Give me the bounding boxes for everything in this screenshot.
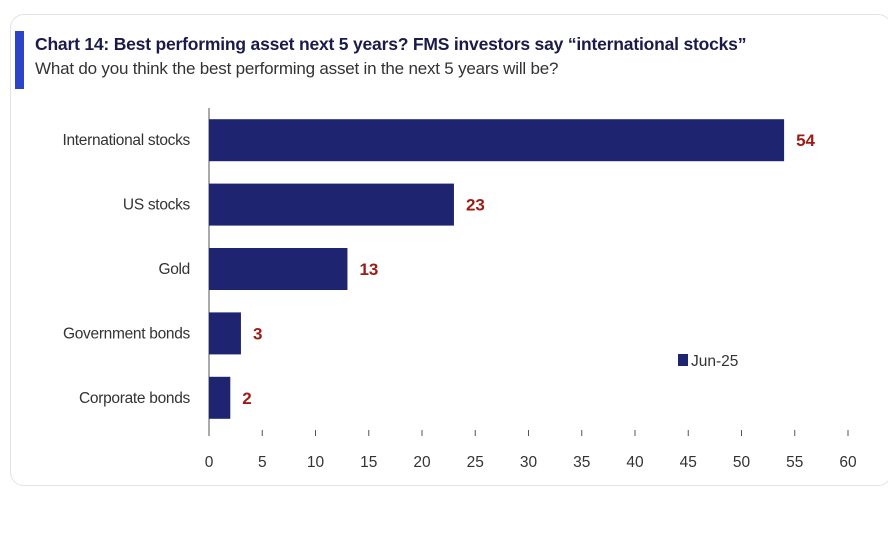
data-label-0: 54: [796, 131, 815, 150]
title-accent-bar: [15, 31, 24, 89]
category-label-2: Gold: [158, 261, 190, 278]
data-label-3: 3: [253, 324, 262, 343]
x-tick-label-10: 50: [733, 454, 751, 471]
x-tick-label-2: 10: [307, 454, 325, 471]
x-tick-label-0: 0: [205, 454, 214, 471]
bar-1: [209, 183, 454, 226]
data-label-4: 2: [242, 389, 251, 408]
x-tick-label-6: 30: [520, 454, 538, 471]
x-tick-label-7: 35: [573, 454, 590, 471]
category-label-1: US stocks: [123, 197, 191, 214]
x-tick-label-8: 40: [626, 454, 644, 471]
x-tick-label-5: 25: [467, 454, 484, 471]
data-label-1: 23: [466, 196, 485, 215]
chart-card: [10, 14, 888, 486]
data-label-2: 13: [359, 260, 378, 279]
category-label-4: Corporate bonds: [79, 390, 191, 407]
bar-3: [209, 312, 241, 355]
x-tick-label-12: 60: [839, 454, 857, 471]
bar-0: [209, 119, 785, 162]
legend-swatch: [678, 354, 688, 366]
bar-2: [209, 248, 348, 290]
bar-4: [209, 376, 231, 419]
x-tick-label-1: 5: [258, 454, 267, 471]
x-tick-label-9: 45: [680, 454, 697, 471]
chart-title: Chart 14: Best performing asset next 5 y…: [35, 34, 747, 54]
x-tick-label-4: 20: [413, 454, 431, 471]
legend-label: Jun-25: [691, 353, 738, 370]
chart-subtitle: What do you think the best performing as…: [35, 59, 559, 78]
category-label-0: International stocks: [62, 132, 190, 149]
x-tick-label-3: 15: [360, 454, 377, 471]
category-label-3: Government bonds: [63, 325, 191, 342]
x-tick-label-11: 55: [786, 454, 803, 471]
